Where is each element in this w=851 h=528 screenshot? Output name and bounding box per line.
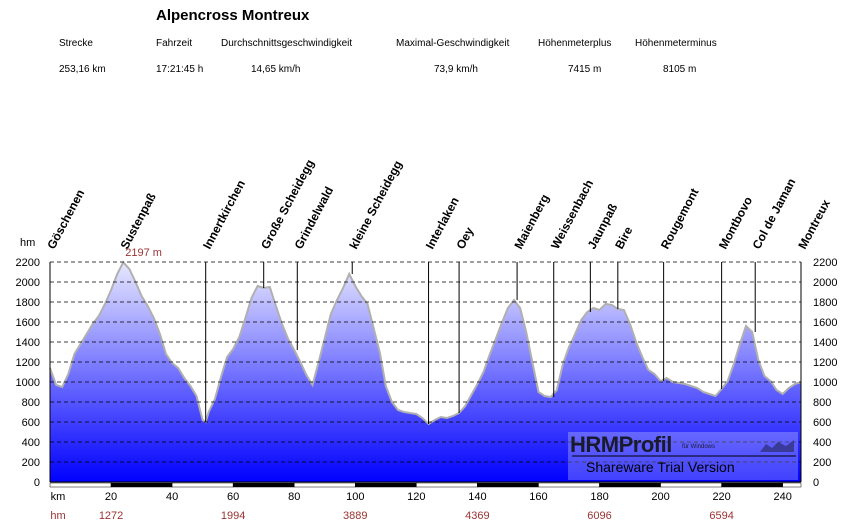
x-tick: 220 [712, 491, 730, 503]
stat-label-distance: Strecke [59, 38, 93, 49]
waypoint-label: Innertkirchen [200, 178, 248, 252]
waypoint-label: Rougemont [658, 186, 702, 251]
y-tick-left: 0 [34, 477, 40, 489]
stat-label-max-speed: Maximal-Geschwindigkeit [396, 38, 510, 49]
stat-value-max-speed: 73,9 km/h [434, 64, 478, 75]
y-tick-left: 400 [22, 437, 40, 449]
waypoint-label: Montreux [795, 197, 833, 252]
stat-label-descent: Höhenmeterminus [635, 38, 717, 49]
y-tick-left: 2000 [16, 277, 40, 289]
y-tick-left: 1000 [16, 377, 40, 389]
x-axis-band [599, 482, 661, 488]
waypoint-label: Sustenpaß [118, 191, 159, 252]
x-axis-band [171, 482, 234, 488]
x-axis-band [416, 482, 478, 488]
y-tick-left: 800 [22, 397, 40, 409]
waypoint-label: Maienberg [511, 192, 552, 252]
x-tick: 140 [468, 491, 486, 503]
x-tick: 120 [407, 491, 425, 503]
x-axis-band [110, 482, 173, 488]
y-tick-left: 1800 [16, 297, 40, 309]
x-tick: 180 [590, 491, 608, 503]
hm-value: 6594 [709, 510, 733, 522]
page-title: Alpencross Montreux [156, 7, 310, 24]
x-axis-band [721, 482, 783, 488]
x-axis-band [782, 482, 802, 488]
y-unit-label: hm [20, 237, 35, 249]
stat-value-distance: 253,16 km [59, 64, 106, 75]
x-tick: 200 [651, 491, 669, 503]
x-tick: 60 [227, 491, 239, 503]
stat-value-descent: 8105 m [663, 64, 697, 75]
stat-value-ascent: 7415 m [568, 64, 602, 75]
elevation-area [50, 262, 801, 482]
y-tick-left: 1200 [16, 357, 40, 369]
x-axis-band [232, 482, 295, 488]
y-tick-right: 800 [813, 397, 831, 409]
waypoint-label: Col de Jaman [749, 176, 798, 251]
y-tick-left: 200 [22, 457, 40, 469]
x-axis-band [660, 482, 722, 488]
hm-value: 6096 [587, 510, 611, 522]
y-tick-right: 1400 [813, 337, 837, 349]
x-tick: 20 [105, 491, 117, 503]
x-tick: 160 [529, 491, 547, 503]
y-tick-right: 1000 [813, 377, 837, 389]
watermark-brand-sub: für Windows [682, 444, 716, 450]
x-tick: 240 [774, 491, 792, 503]
stat-label-avg-speed: Durchschnittsgeschwindigkeit [221, 38, 353, 49]
x-axis-band [538, 482, 600, 488]
y-tick-right: 1800 [813, 297, 837, 309]
watermark-brand: HRMProfil [570, 432, 672, 457]
waypoint-label: kleine Scheidegg [347, 158, 405, 251]
y-tick-right: 600 [813, 417, 831, 429]
y-tick-right: 0 [813, 477, 819, 489]
x-tick: 80 [288, 491, 300, 503]
x-axis-band [355, 482, 417, 488]
waypoint-label: Bire [612, 224, 635, 251]
stat-label-time: Fahrzeit [156, 38, 193, 49]
y-tick-right: 2000 [813, 277, 837, 289]
hm-value: 4369 [465, 510, 489, 522]
y-tick-left: 1600 [16, 317, 40, 329]
y-tick-left: 600 [22, 417, 40, 429]
waypoint-label: Oey [453, 225, 476, 252]
y-tick-right: 200 [813, 457, 831, 469]
watermark-logo-icon [760, 440, 794, 452]
hm-value: 1272 [99, 510, 123, 522]
y-tick-right: 400 [813, 437, 831, 449]
hm-value: 3889 [343, 510, 367, 522]
x-axis-band [477, 482, 539, 488]
hm-row-label: hm [50, 510, 65, 522]
x-tick: 100 [346, 491, 364, 503]
stat-label-ascent: Höhenmeterplus [538, 38, 612, 49]
y-tick-right: 1600 [813, 317, 837, 329]
x-axis-band [293, 482, 356, 488]
stat-value-time: 17:21:45 h [156, 64, 204, 75]
waypoint-label: Montbovo [716, 194, 755, 251]
max-elevation-label: 2197 m [125, 247, 162, 259]
x-tick: 40 [166, 491, 178, 503]
y-tick-right: 1200 [813, 357, 837, 369]
y-tick-left: 2200 [16, 257, 40, 269]
x-unit-label: km [51, 491, 66, 503]
y-tick-right: 2200 [813, 257, 837, 269]
stat-value-avg-speed: 14,65 km/h [251, 64, 301, 75]
y-tick-left: 1400 [16, 337, 40, 349]
waypoint-label: Göschenen [44, 187, 87, 251]
x-axis-band [49, 482, 112, 488]
watermark-trial: Shareware Trial Version [586, 459, 735, 475]
hm-value: 1994 [221, 510, 245, 522]
